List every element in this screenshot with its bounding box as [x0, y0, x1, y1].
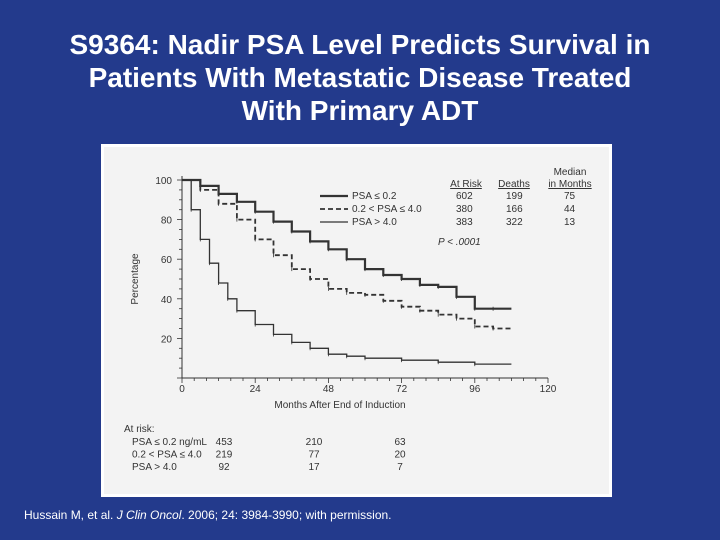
at-risk-label-2: 0.2 < PSA ≤ 4.0: [132, 450, 202, 461]
at-risk-title: At risk:: [124, 424, 155, 435]
x-tick-label: 72: [396, 384, 408, 395]
citation-journal: J Clin Oncol: [116, 508, 182, 522]
at-risk-value: 20: [394, 450, 406, 461]
x-tick-label: 96: [469, 384, 481, 395]
figure-panel: 20 40 60 80 100 0 24 48 72 96 120 Percentage Months …: [101, 144, 612, 497]
legend-label-3: PSA > 4.0: [352, 217, 397, 228]
citation: Hussain M, et al. J Clin Oncol. 2006; 24…: [24, 508, 392, 522]
at-risk-label-1: PSA ≤ 0.2 ng/mL: [132, 437, 207, 448]
legend-label-2: 0.2 < PSA ≤ 4.0: [352, 204, 422, 215]
title-line-3: With Primary ADT: [241, 95, 479, 126]
chart-axes: 20 40 60 80 100 0 24 48 72 96 120 Percentage Months …: [130, 176, 557, 411]
y-tick-label: 40: [161, 295, 173, 306]
legend-deaths-1: 199: [506, 191, 523, 202]
x-tick-label: 120: [540, 384, 557, 395]
legend-label-1: PSA ≤ 0.2: [352, 191, 397, 202]
at-risk-value: 63: [394, 437, 406, 448]
at-risk-value: 219: [216, 450, 233, 461]
title-line-1: S9364: Nadir PSA Level Predicts Survival…: [69, 29, 651, 60]
y-axis-label: Percentage: [130, 253, 141, 305]
citation-prefix: Hussain M, et al.: [24, 508, 117, 522]
legend-header-at-risk: At Risk: [450, 179, 483, 190]
series-line-1: [182, 178, 512, 310]
y-tick-label: 100: [155, 176, 172, 187]
legend-median-2: 44: [564, 204, 576, 215]
y-tick-label: 60: [161, 255, 173, 266]
at-risk-value: 17: [308, 462, 320, 473]
at-risk-value: 7: [397, 462, 403, 473]
legend-header-in-months: in Months: [548, 179, 591, 190]
x-axis-label: Months After End of Induction: [274, 400, 405, 411]
title-line-2: Patients With Metastatic Disease Treated: [88, 62, 632, 93]
legend-pvalue: P < .0001: [438, 237, 481, 248]
survival-chart: 20 40 60 80 100 0 24 48 72 96 120 Percentage Months …: [124, 167, 592, 473]
chart-series: [182, 178, 512, 367]
legend-at-risk-3: 383: [456, 217, 473, 228]
legend-median-1: 75: [564, 191, 576, 202]
at-risk-value: 77: [308, 450, 320, 461]
legend-header-median: Median: [554, 167, 587, 178]
legend-deaths-2: 166: [506, 204, 523, 215]
x-tick-label: 48: [323, 384, 335, 395]
legend-header-deaths: Deaths: [498, 179, 530, 190]
at-risk-table: At risk: PSA ≤ 0.2 ng/mL 453 210 63 0.2 < PSA…: [124, 424, 406, 473]
at-risk-value: 92: [218, 462, 230, 473]
legend-at-risk-2: 380: [456, 204, 473, 215]
y-tick-label: 20: [161, 334, 173, 345]
at-risk-value: 453: [216, 437, 233, 448]
x-tick-label: 0: [179, 384, 185, 395]
slide-title: S9364: Nadir PSA Level Predicts Survival…: [10, 28, 710, 127]
legend-median-3: 13: [564, 217, 576, 228]
legend-deaths-3: 322: [506, 217, 523, 228]
legend-at-risk-1: 602: [456, 191, 473, 202]
at-risk-value: 210: [306, 437, 323, 448]
x-tick-label: 24: [250, 384, 262, 395]
y-tick-label: 80: [161, 216, 173, 227]
citation-suffix: . 2006; 24: 3984-3990; with permission.: [181, 508, 392, 522]
at-risk-label-3: PSA > 4.0: [132, 462, 177, 473]
